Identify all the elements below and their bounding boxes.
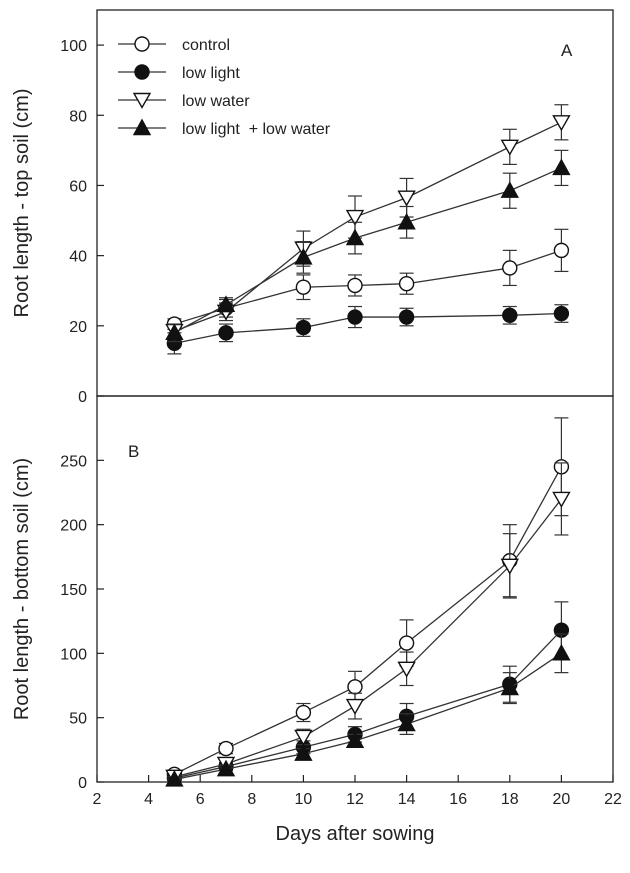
x-tick-label: 18	[501, 791, 519, 808]
data-point	[398, 635, 415, 651]
panel-label: B	[128, 442, 139, 461]
data-point	[398, 309, 415, 325]
data-point	[552, 643, 571, 661]
data-point	[345, 209, 365, 226]
legend-label: low water	[182, 93, 250, 110]
data-point	[294, 729, 313, 746]
data-point	[294, 247, 313, 265]
x-tick-label: 20	[553, 791, 571, 808]
data-point	[553, 305, 570, 322]
legend-entry: low light + low water	[118, 118, 331, 138]
legend-label: low light + low water	[182, 121, 331, 138]
data-point	[397, 661, 416, 678]
data-point	[218, 740, 234, 757]
data-point	[218, 325, 234, 341]
legend: control low light low water low light + low…	[118, 36, 331, 138]
data-point	[552, 158, 571, 176]
series-control	[166, 417, 570, 782]
data-point	[295, 319, 312, 336]
y-tick-label: 60	[69, 178, 87, 195]
x-tick-label: 14	[398, 791, 416, 808]
x-tick-label: 2	[93, 791, 102, 808]
data-point	[345, 698, 365, 715]
y-tick-label: 20	[69, 319, 87, 336]
x-tick-label: 16	[449, 791, 467, 808]
shared-x-axis: 2 4 6 8 10 12 14 16 18 20 22	[93, 775, 622, 808]
legend-marker	[134, 36, 150, 52]
legend-entry: low water	[118, 92, 250, 110]
data-point	[500, 181, 519, 198]
series-line	[174, 498, 562, 778]
y-tick-label: 40	[69, 249, 87, 266]
data-point	[552, 115, 571, 132]
y-axis-title: Root length - bottom soil (cm)	[11, 458, 33, 720]
legend-marker	[132, 118, 152, 136]
x-tick-label: 10	[295, 791, 313, 808]
x-tick-label: 12	[346, 791, 364, 808]
data-point	[500, 558, 520, 575]
panel-frame	[96, 395, 614, 783]
data-point	[347, 309, 363, 325]
y-tick-label: 0	[78, 389, 87, 406]
data-point	[345, 228, 365, 246]
data-point	[398, 276, 415, 292]
panel-a-top-soil: 0 20 40 60 80 100 Root length - top soil (cm) A	[11, 9, 614, 406]
data-point	[500, 139, 520, 156]
y-tick-label: 200	[60, 518, 87, 535]
data-point	[347, 277, 363, 294]
y-tick-label: 250	[60, 453, 87, 470]
x-tick-label: 22	[604, 791, 622, 808]
x-tick-label: 8	[247, 791, 256, 808]
panel-b-bottom-soil: 0 50 100 150 200 250 Root length - bottom soil…	[11, 395, 614, 792]
series-low-light-low-water	[165, 149, 571, 343]
data-point	[553, 242, 570, 259]
panel-label: A	[561, 41, 573, 60]
data-point	[347, 679, 363, 695]
legend-marker	[134, 64, 150, 80]
data-point	[397, 714, 416, 732]
data-point	[345, 731, 365, 749]
series-low-light-low-water	[165, 633, 571, 787]
data-point	[500, 678, 519, 696]
y-tick-label: 80	[69, 108, 87, 125]
data-point	[295, 704, 312, 721]
x-tick-label: 6	[196, 791, 205, 808]
series-line	[174, 629, 562, 779]
y-tick-label: 150	[60, 582, 87, 599]
y-tick-label: 0	[78, 775, 87, 792]
y-tick-label: 100	[60, 38, 87, 55]
data-point	[165, 323, 184, 341]
legend-marker	[132, 92, 152, 109]
legend-label: low light	[182, 65, 240, 82]
data-point	[216, 295, 236, 312]
data-point	[502, 260, 518, 276]
y-axis-title: Root length - top soil (cm)	[11, 89, 33, 318]
data-point	[295, 279, 312, 295]
data-point	[397, 212, 416, 230]
legend-entry: low light	[118, 64, 240, 82]
data-point	[397, 190, 416, 207]
data-point	[165, 769, 184, 787]
data-point	[294, 744, 313, 761]
y-tick-label: 100	[60, 646, 87, 663]
series-line	[174, 466, 562, 775]
data-point	[216, 759, 236, 777]
x-axis-title: Days after sowing	[276, 823, 435, 845]
series-low-light	[166, 304, 570, 355]
y-tick-label: 50	[69, 711, 87, 728]
legend-label: control	[182, 37, 230, 54]
legend-entry: control	[118, 36, 230, 54]
data-point	[552, 491, 571, 508]
x-tick-label: 4	[144, 791, 153, 808]
data-point	[502, 307, 518, 323]
